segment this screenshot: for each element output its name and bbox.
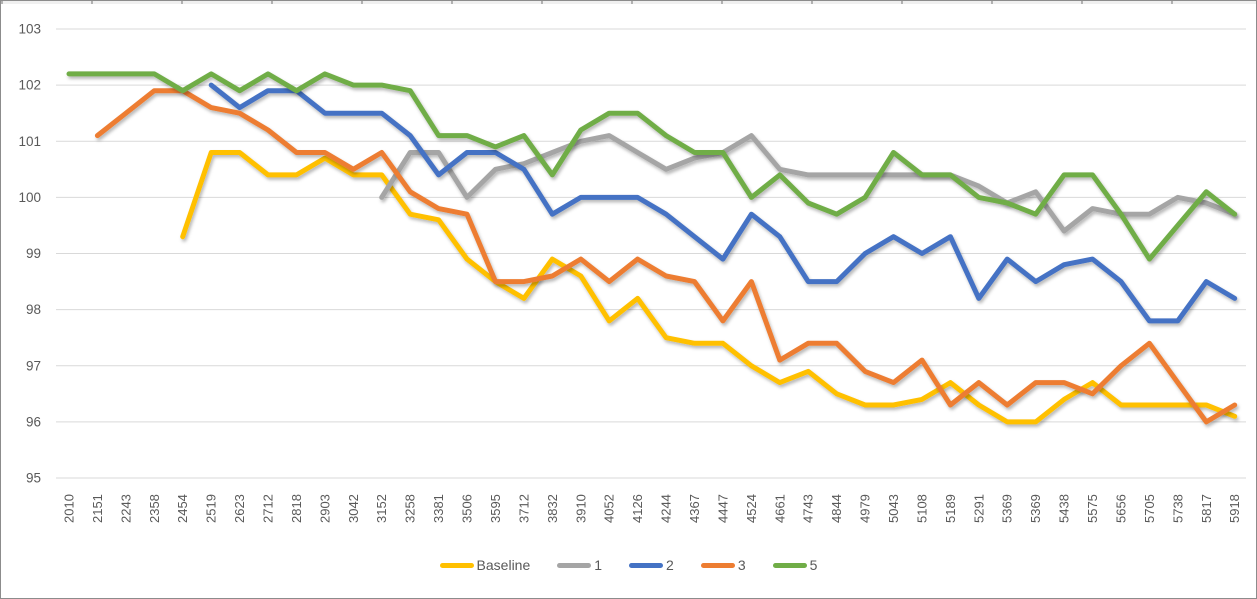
series-line-2[interactable] (208, 82, 1238, 324)
x-axis-tick-label: 2358 (147, 494, 162, 523)
chart-legend: Baseline 1 2 3 5 (1, 552, 1256, 578)
top-tick-strip (1, 1, 1256, 4)
y-axis-tick-label: 99 (26, 246, 41, 261)
x-axis-tick-label: 4743 (801, 494, 816, 523)
x-axis-tick-label: 2903 (317, 494, 332, 523)
legend-label: 2 (666, 557, 674, 573)
x-axis-tick-label: 5291 (971, 494, 986, 523)
x-axis-tick-label: 2010 (62, 494, 77, 523)
y-axis-tick-label: 100 (18, 190, 41, 205)
series-line-3[interactable] (94, 88, 1238, 425)
x-axis-tick-label: 4979 (858, 494, 873, 523)
y-axis-tick-label: 101 (18, 134, 41, 149)
x-axis-tick-label: 3832 (545, 494, 560, 523)
legend-label: 1 (594, 557, 603, 573)
x-axis-tick-label: 5656 (1113, 494, 1128, 523)
x-axis-tick-label: 3910 (573, 494, 588, 523)
series-line-5[interactable] (66, 71, 1238, 262)
x-axis-tick-label: 4244 (659, 494, 674, 523)
x-axis-tick-label: 3258 (403, 494, 418, 523)
legend-item-2[interactable]: 2 (629, 558, 674, 572)
x-axis-tick-label: 3381 (431, 494, 446, 523)
x-axis-tick-label: 4661 (772, 494, 787, 523)
legend-swatch-2 (629, 562, 664, 568)
x-axis-tick-label: 2818 (289, 494, 304, 523)
x-axis-tick-label: 5369 (1000, 494, 1015, 523)
x-axis-tick-label: 4367 (687, 494, 702, 523)
x-axis-tick-label: 3042 (346, 494, 361, 523)
x-axis-tick-label: 2243 (118, 494, 133, 523)
x-axis-tick-label: 5817 (1199, 494, 1214, 523)
x-axis-tick-label: 5043 (886, 494, 901, 523)
x-axis-tick-label: 3595 (488, 494, 503, 523)
x-axis-tick-label: 2712 (261, 494, 276, 523)
y-axis-tick-label: 96 (26, 414, 41, 429)
x-axis-tick-label: 5738 (1170, 494, 1185, 523)
x-axis-tick-label: 2151 (90, 494, 105, 523)
x-axis-tick-label: 5918 (1227, 494, 1242, 523)
legend-item-baseline[interactable]: Baseline (439, 557, 531, 573)
y-axis-tick-label: 98 (26, 302, 41, 317)
legend-label: 3 (737, 557, 746, 573)
legend-item-5[interactable]: 5 (772, 557, 818, 573)
y-axis-tick-label: 102 (18, 78, 41, 93)
x-axis-tick-label: 3506 (460, 494, 475, 523)
x-axis-tick-label: 5438 (1057, 494, 1072, 523)
x-axis-tick-label: 2519 (204, 494, 219, 523)
y-axis-tick-label: 103 (18, 22, 41, 37)
x-axis-tick-label: 5575 (1085, 494, 1100, 523)
series-line-1[interactable] (379, 133, 1238, 234)
series-line-baseline[interactable] (180, 150, 1238, 425)
x-axis-tick-label: 3712 (516, 494, 531, 523)
x-axis-tick-label: 4126 (630, 494, 645, 523)
x-axis-tick-label: 5108 (914, 494, 929, 523)
legend-swatch-1 (557, 562, 592, 568)
legend-swatch-5 (772, 562, 807, 568)
x-axis-tick-label: 5189 (943, 494, 958, 523)
x-axis-tick-label: 2454 (175, 494, 190, 523)
x-axis-tick-label: 4052 (602, 494, 617, 523)
x-axis-tick-label: 4447 (715, 494, 730, 523)
legend-swatch-3 (700, 562, 735, 568)
y-axis-tick-label: 97 (26, 358, 41, 373)
y-axis-tick-label: 95 (26, 471, 41, 486)
legend-item-3[interactable]: 3 (700, 557, 746, 573)
legend-label: Baseline (476, 557, 531, 573)
x-axis-tick-label: 3152 (374, 494, 389, 523)
legend-item-1[interactable]: 1 (557, 558, 602, 572)
legend-label: 5 (809, 557, 818, 573)
x-axis-tick-label: 5369 (1028, 494, 1043, 523)
legend-swatch-baseline (439, 562, 474, 568)
x-axis-tick-label: 4844 (829, 494, 844, 523)
x-axis-tick-label: 5705 (1142, 494, 1157, 523)
x-axis-tick-label: 2623 (232, 494, 247, 523)
x-axis-tick-label: 4524 (744, 494, 759, 523)
